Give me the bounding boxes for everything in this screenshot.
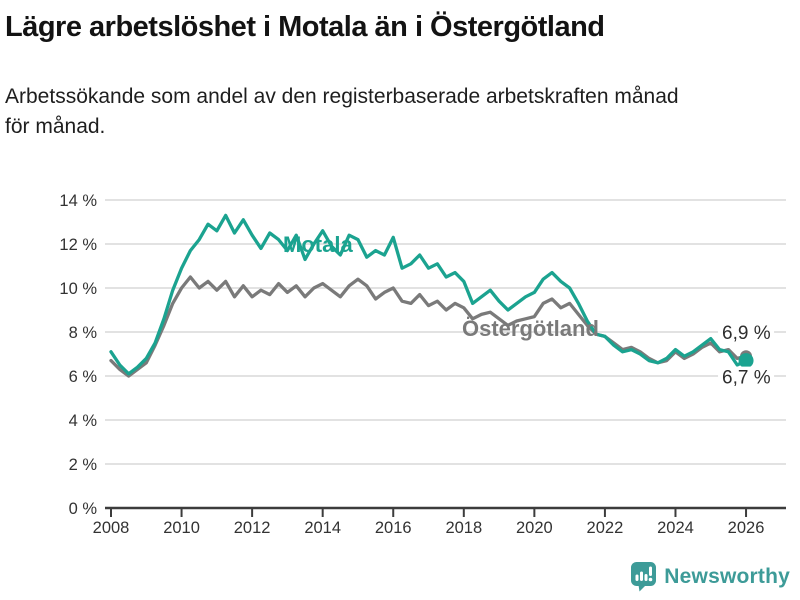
end-label-backing (718, 366, 775, 389)
newsworthy-speech-bubble-bars-icon (631, 562, 657, 592)
brand-name: Newsworthy (664, 564, 790, 588)
end-label-backing (718, 322, 775, 345)
chart-title: Lägre arbetslöshet i Motala än i Östergö… (5, 11, 605, 43)
y-axis-tick-label: 2 % (69, 456, 98, 474)
x-axis-tick-label: 2024 (657, 519, 694, 537)
x-axis-tick-label: 2022 (587, 519, 624, 537)
motala-end-dot (738, 353, 754, 369)
x-axis-tick-label: 2026 (728, 519, 765, 537)
x-axis-tick-label: 2020 (516, 519, 553, 537)
x-axis-tick-label: 2010 (163, 519, 200, 537)
newsworthy-logo: Newsworthy (630, 561, 790, 592)
y-axis-tick-label: 4 % (69, 412, 98, 430)
y-axis-tick-label: 10 % (59, 280, 97, 298)
x-axis-tick-label: 2012 (234, 519, 271, 537)
x-axis-tick-label: 2008 (93, 519, 130, 537)
östergötland-line (109, 275, 748, 378)
y-axis-tick-label: 8 % (69, 324, 98, 342)
unemployment-line-chart: 0 % 2 % 4 % 6 % 8 % 10 % 12 % 14 % 2008 2010 2012 2… (59, 192, 786, 537)
y-axis-tick-label: 6 % (69, 368, 98, 386)
x-axis-tick-label: 2014 (304, 519, 341, 537)
motala-end-value-label: 6,7 % (722, 368, 771, 389)
östergötland-end-value-label: 6,9 % (722, 323, 771, 344)
motala-series-label: Motala (283, 232, 353, 257)
östergötland-series-label: Östergötland (462, 316, 599, 341)
y-axis-tick-label: 14 % (59, 192, 97, 210)
x-axis-tick-label: 2016 (375, 519, 412, 537)
x-axis-tick-label: 2018 (445, 519, 482, 537)
y-axis-tick-label: 0 % (69, 500, 98, 518)
motala-line (109, 213, 748, 376)
chart-subtitle: Arbetssökande som andel av den registerb… (5, 85, 679, 138)
y-axis-tick-label: 12 % (59, 236, 97, 254)
